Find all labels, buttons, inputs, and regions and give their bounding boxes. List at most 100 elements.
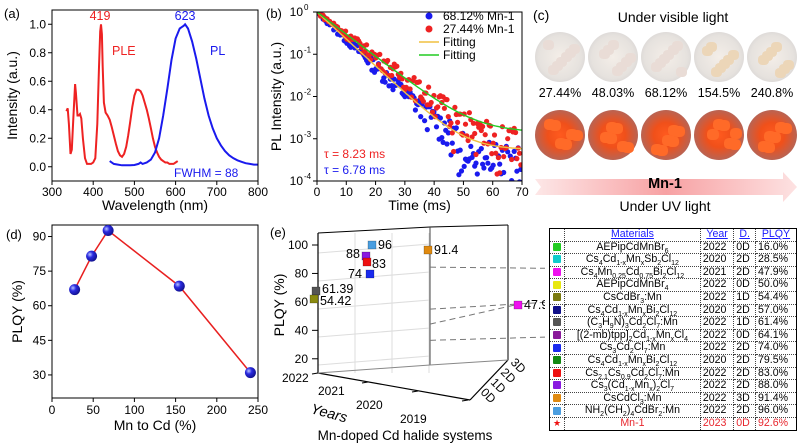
year-cell: 2022: [699, 379, 735, 393]
glowing-crystal: [729, 139, 741, 150]
mn-ratio-label: 27.44%: [538, 86, 582, 100]
table-row: CsCdCl3:Mn 2022 3D 91.4%: [549, 391, 798, 406]
z-axis-label: PLQY (%): [271, 274, 287, 337]
glowing-crystal: [560, 139, 572, 150]
glowing-crystal: [673, 126, 685, 137]
material-cell: Cs4Cd1-xMnxSb2Cl12: [564, 253, 701, 267]
color-swatch: [553, 406, 561, 415]
color-swatch: [553, 393, 561, 402]
data-point-blue: [506, 192, 511, 197]
dimension-cell: 2D: [733, 253, 756, 267]
color-swatch: [553, 368, 561, 377]
data-point-red: [389, 72, 395, 79]
year-tick-label: 2019: [400, 412, 427, 426]
plqy-cell: 79.5%: [754, 353, 798, 368]
glowing-crystal: [769, 132, 781, 143]
data-point-red: [394, 63, 400, 69]
color-swatch-cell: [549, 253, 565, 267]
year-cell: 2020: [699, 303, 735, 318]
data-point-label: 88: [346, 247, 360, 261]
data-point-blue: [484, 155, 490, 161]
dimension-cell: 1D: [733, 290, 756, 305]
data-point-red: [377, 51, 383, 58]
year-tick: [311, 372, 319, 375]
crystal: [728, 50, 739, 60]
data-point-red: [514, 156, 520, 162]
color-swatch-cell: ★: [549, 416, 565, 431]
crystal: [702, 46, 713, 56]
z-tick-label: 20: [295, 352, 309, 366]
y-tick-label: 45: [33, 333, 47, 347]
y-axis-label: Intensity (a.u.): [4, 51, 20, 140]
x-tick-label: 0: [49, 403, 56, 417]
mn-ratio-label: 154.5%: [697, 86, 741, 100]
data-point-label: 47.9: [524, 298, 545, 312]
data-point-red: [451, 148, 457, 155]
dimension-cell: 2D: [733, 303, 756, 318]
crystal: [543, 40, 554, 50]
tau-red-label: τ = 8.23 ms: [324, 147, 385, 161]
grid-line: [317, 299, 431, 310]
visible-light-photo: [588, 32, 638, 82]
mn-ratio-label: 68.12%: [644, 86, 688, 100]
data-point-red: [385, 57, 391, 64]
color-swatch: [553, 330, 561, 339]
table-row: Cs4Cd1-xMnxBi2Cl12 2020 2D 79.5%: [549, 353, 798, 368]
data-point-red: [435, 104, 441, 110]
color-swatch: [553, 356, 561, 365]
data-point-red: [429, 109, 436, 115]
data-point-red: [462, 121, 469, 127]
year-cell: 2023: [699, 416, 735, 431]
color-swatch-cell: [549, 316, 565, 330]
data-point-red: [357, 40, 363, 46]
data-point-blue: [433, 124, 440, 130]
year-tick: [361, 381, 369, 384]
x-tick-label: 30: [398, 185, 412, 199]
color-swatch-cell: [549, 303, 565, 318]
year-cell: 2022: [699, 278, 735, 292]
year-tick-label: 2022: [282, 371, 309, 385]
data-point-label: 61.39: [322, 282, 353, 296]
data-point-blue: [478, 146, 484, 152]
data-point-blue: [490, 162, 496, 168]
x-tick-label: 100: [124, 403, 144, 417]
data-point-red: [449, 130, 455, 136]
pl-label: PL: [210, 44, 225, 58]
plot-area: [317, 12, 522, 197]
color-swatch-cell: [549, 366, 565, 381]
ple-label: PLE: [112, 44, 136, 58]
data-point-blue: [453, 125, 459, 131]
panel-label: (a): [4, 6, 20, 21]
crystal: [621, 57, 632, 67]
legend-label: 27.44% Mn-1: [443, 22, 515, 36]
data-point-blue: [382, 79, 388, 85]
z-tick-label: 40: [295, 323, 309, 337]
table-row: CsCdBr3:Mn 2022 1D 54.4%: [549, 290, 798, 305]
year-cell: 2022: [699, 366, 735, 381]
color-swatch-cell: [549, 290, 565, 305]
visible-light-photo: [694, 32, 744, 82]
data-point-red: [473, 151, 479, 158]
dimension-cell: 2D: [733, 404, 756, 418]
data-point-red: [493, 150, 499, 156]
color-swatch: [553, 305, 561, 314]
data-point: [362, 257, 372, 267]
dimension-cell: 2D: [733, 379, 756, 393]
data-point-blue: [445, 130, 451, 136]
data-point-red: [478, 127, 484, 134]
material-cell: Cs4Cd1-xMnxBi2Cl12: [564, 303, 701, 318]
panel-a-chart: (a) 300 400 500 600 700 800 0.0 0.2 0.4 0.6 0.8 1.0 W…: [4, 6, 268, 213]
grid-line: [317, 355, 431, 366]
data-point-red: [491, 132, 498, 138]
data-point-blue: [457, 147, 463, 153]
color-swatch-cell: [549, 404, 565, 418]
year-cell: 2021: [699, 265, 735, 280]
crystal: [608, 40, 619, 50]
frame-bottom-back: [317, 364, 431, 374]
table-header-d: D.: [733, 228, 756, 242]
table-row: (C3H9N)3Cd2Cl7:Mn 2022 1D 61.4%: [549, 316, 798, 330]
dimension-cell: 2D: [733, 265, 756, 280]
peak-623-label: 623: [175, 9, 196, 23]
y-tick-label: 60: [33, 299, 47, 313]
glowing-crystal: [667, 136, 679, 147]
